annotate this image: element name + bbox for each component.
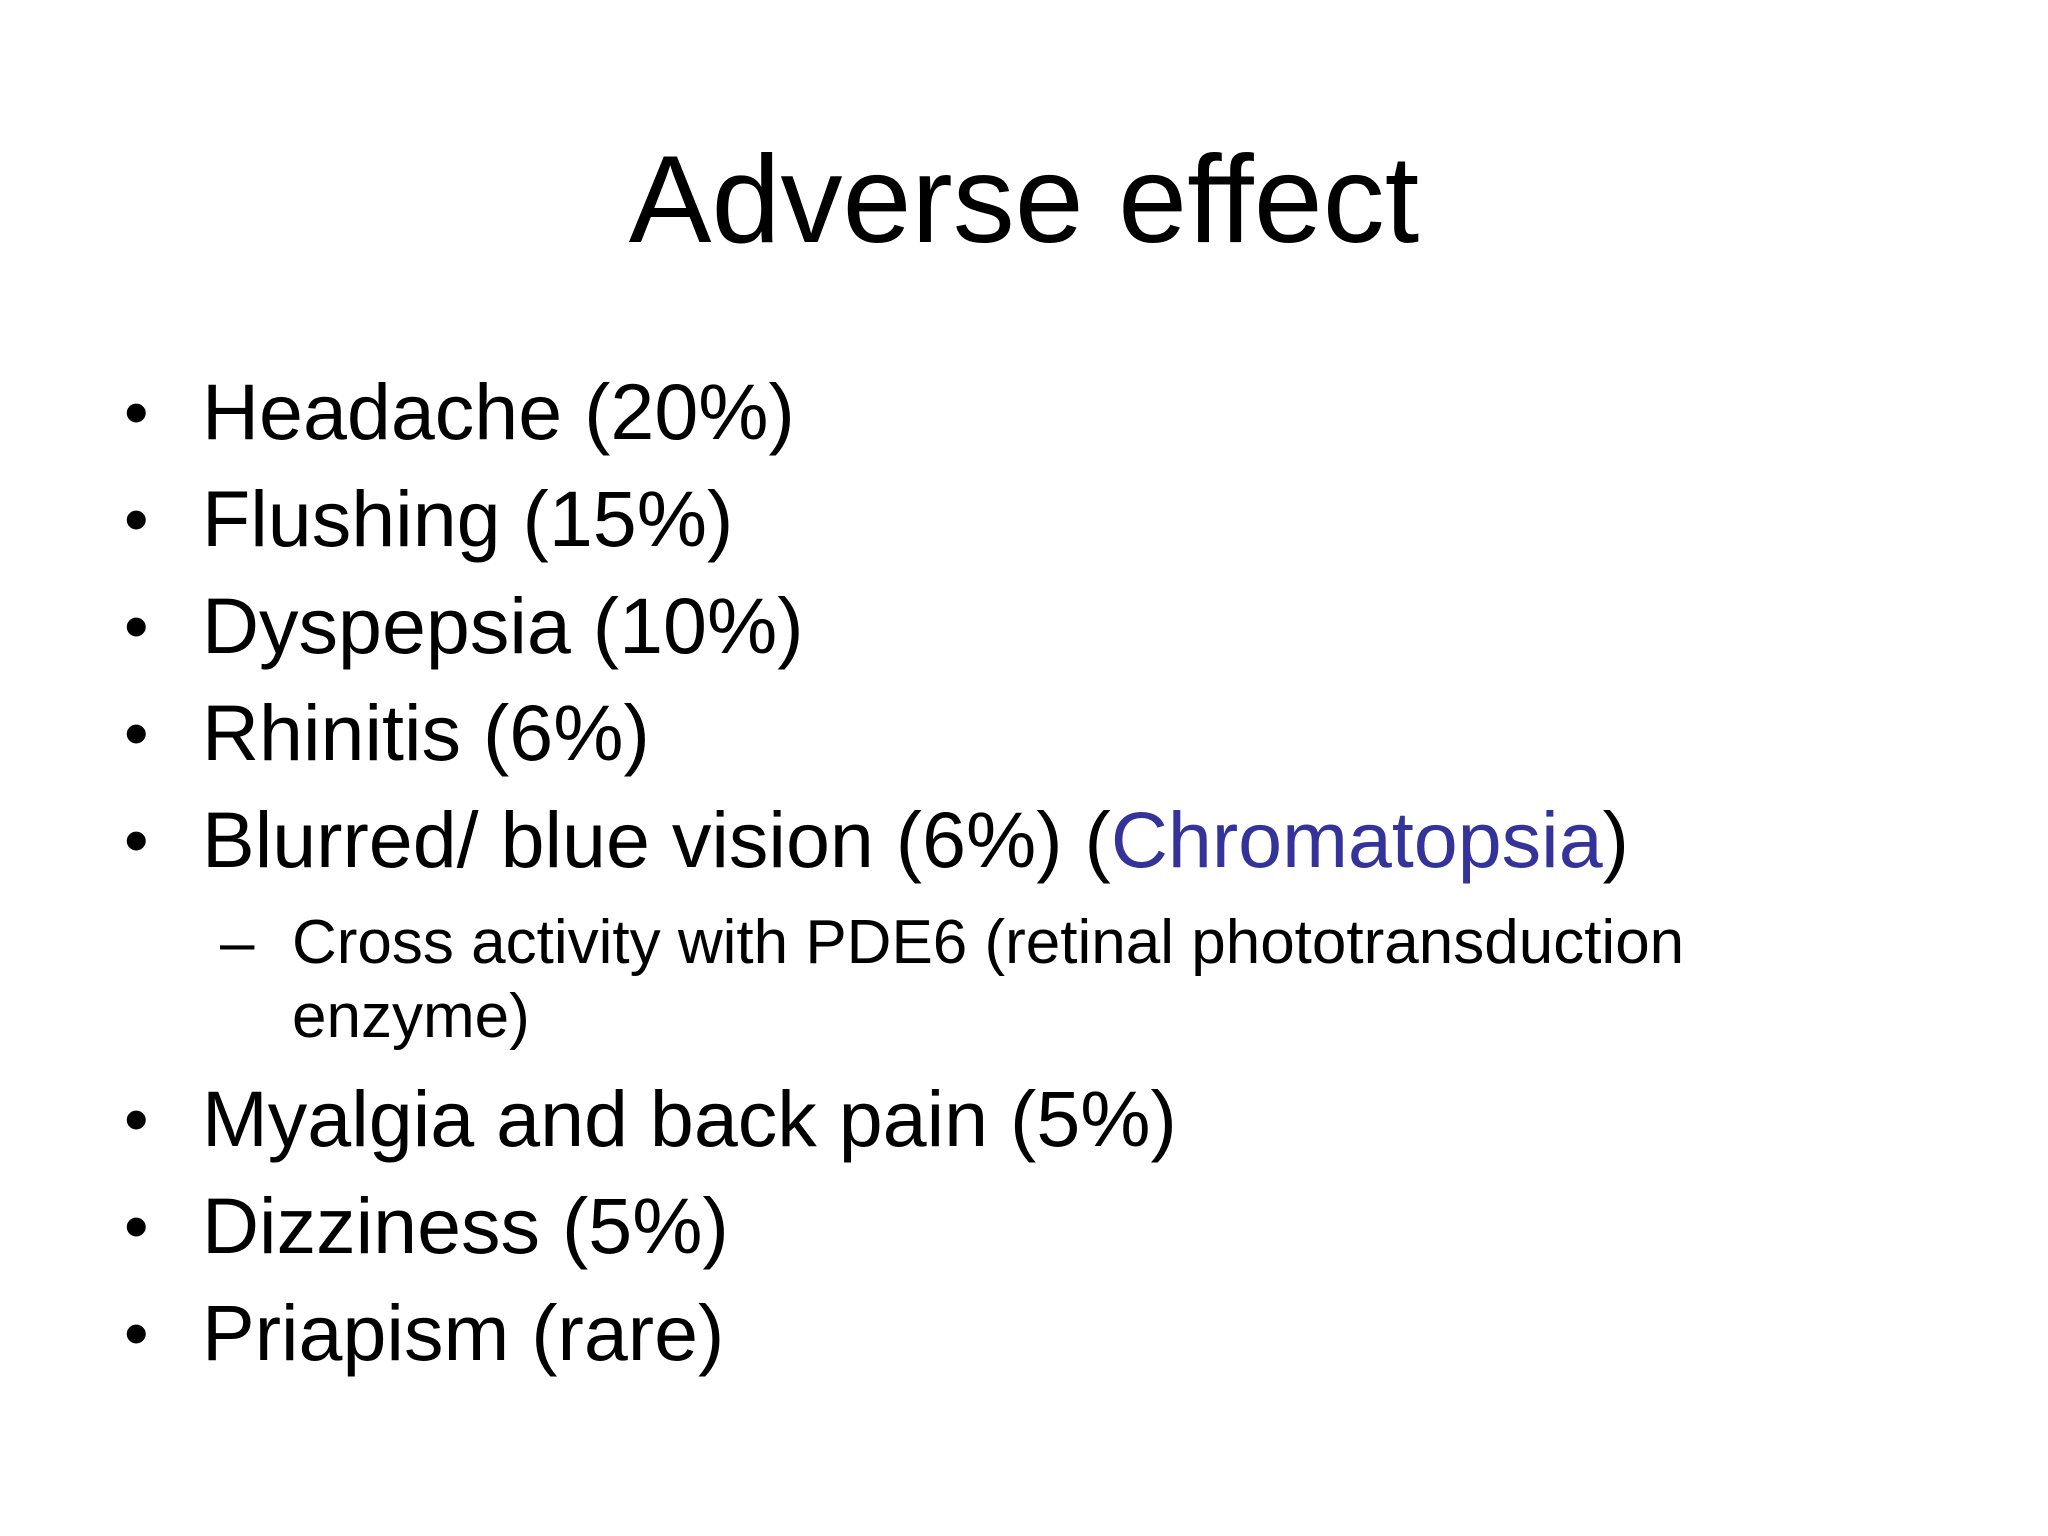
bullet-dot: • (124, 801, 149, 879)
bullet-text: Flushing (15%) (202, 474, 734, 563)
bullet-text: Priapism (rare) (202, 1288, 725, 1377)
sub-bullet-item: – Cross activity with PDE6 (retinal phot… (220, 906, 1852, 1054)
sub-bullet-text: Cross activity with PDE6 (retinal photot… (292, 908, 1685, 1051)
bullet-text: Headache (20%) (202, 367, 795, 456)
bullet-dot: • (124, 1080, 149, 1158)
bullet-item: • Rhinitis (6%) (124, 687, 650, 779)
bullet-dot: • (124, 1294, 149, 1372)
bullet-text: Dyspepsia (10%) (202, 581, 804, 670)
sub-bullet-dash: – (220, 908, 255, 977)
bullet-item: • Priapism (rare) (124, 1287, 725, 1379)
bullet-text: Rhinitis (6%) (202, 688, 650, 777)
bullet-item: • Myalgia and back pain (5%) (124, 1073, 1177, 1165)
bullet-item: • Dizziness (5%) (124, 1180, 729, 1272)
bullet-text-before: Blurred/ blue vision (6%) ( (202, 795, 1111, 884)
bullet-dot: • (124, 694, 149, 772)
bullet-dot: • (124, 480, 149, 558)
bullet-dot: • (124, 1187, 149, 1265)
bullet-item: • Headache (20%) (124, 366, 795, 458)
bullet-dot: • (124, 587, 149, 665)
bullet-item: • Dyspepsia (10%) (124, 580, 804, 672)
chromatopsia-term: Chromatopsia (1110, 795, 1603, 884)
bullet-text: Dizziness (5%) (202, 1181, 729, 1270)
bullet-text-after: ) (1602, 795, 1629, 884)
slide-title: Adverse effect (628, 131, 1420, 269)
bullet-item: • Flushing (15%) (124, 473, 734, 565)
bullet-text: Myalgia and back pain (5%) (202, 1074, 1177, 1163)
bullet-item: • Blurred/ blue vision (6%) (Chromatopsi… (124, 794, 1629, 886)
bullet-dot: • (124, 373, 149, 451)
